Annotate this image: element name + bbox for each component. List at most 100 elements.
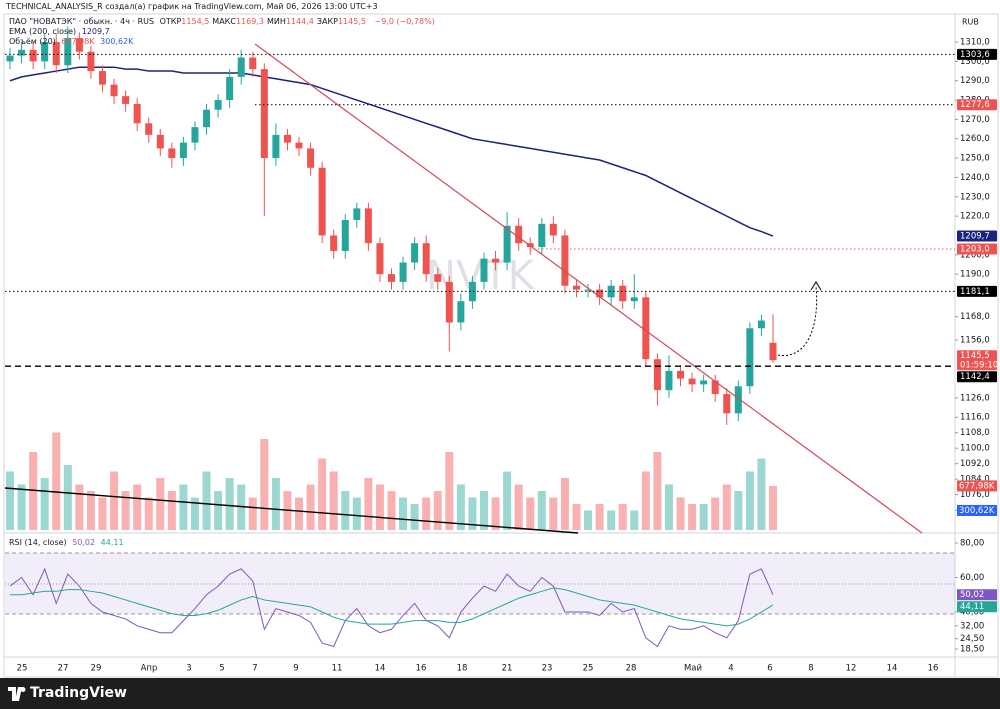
x-tick-label: 27 bbox=[58, 664, 69, 674]
volume-bar bbox=[306, 484, 315, 530]
x-tick-label: 3 bbox=[186, 664, 191, 674]
candle-body bbox=[122, 96, 130, 104]
y-tick-label: 1220,0 bbox=[960, 212, 990, 222]
projection-arrow bbox=[777, 285, 818, 357]
change: −9,0 (−0,78%) bbox=[374, 17, 435, 26]
volume-bar bbox=[121, 491, 130, 530]
y-tick-label: 1092,0 bbox=[960, 459, 990, 469]
candle-body bbox=[41, 42, 49, 62]
candle-body bbox=[237, 57, 245, 77]
volume-bar bbox=[607, 510, 616, 530]
volume-bar bbox=[549, 497, 558, 530]
candle-body bbox=[249, 57, 257, 70]
price-tag-label: 1203,0 bbox=[960, 244, 990, 254]
y-tick-label: 1084,0 bbox=[960, 475, 990, 485]
candle-body bbox=[688, 378, 696, 385]
candle-body bbox=[341, 219, 349, 251]
candle-body bbox=[665, 370, 673, 391]
volume-bar bbox=[757, 458, 766, 530]
volume-bar bbox=[179, 484, 188, 530]
candle-body bbox=[330, 235, 338, 251]
rsi-ma-line bbox=[10, 587, 774, 627]
x-tick-label: 4 bbox=[728, 664, 733, 674]
trend-line bbox=[254, 43, 923, 534]
volume-tag bbox=[957, 480, 997, 492]
x-tick-label: 6 bbox=[767, 664, 772, 674]
candle-body bbox=[376, 243, 384, 275]
y-tick-label: 1250,0 bbox=[960, 154, 990, 164]
x-tick-label: Май bbox=[684, 664, 702, 674]
candle-body bbox=[515, 225, 523, 244]
price-tag bbox=[957, 285, 997, 297]
volume-trend-line bbox=[4, 487, 579, 534]
volume-bar bbox=[202, 471, 211, 530]
rsi-name: RSI (14, close) bbox=[9, 538, 67, 547]
volume-bar bbox=[526, 497, 535, 530]
volume-bar bbox=[745, 471, 754, 530]
ohlc-value: 1154,5 bbox=[181, 17, 210, 26]
x-tick-label: 29 bbox=[91, 664, 102, 674]
arrow-head bbox=[810, 281, 822, 291]
volume-bar bbox=[572, 504, 581, 530]
volume-bar bbox=[699, 504, 708, 530]
rsi-ma-value: 44,11 bbox=[100, 538, 124, 547]
volume-bar bbox=[653, 452, 662, 530]
ohlc-name: МИН bbox=[266, 17, 286, 26]
candle-body bbox=[87, 51, 95, 72]
x-tick-label: 23 bbox=[542, 664, 553, 674]
candle-body bbox=[434, 274, 442, 282]
x-tick-label: 11 bbox=[332, 664, 343, 674]
volume-name: Объём (20) bbox=[9, 37, 56, 46]
ohlc: ОТКР1154,5 МАКС1169,3 МИН1144,4 ЗАКР1145,5 bbox=[160, 17, 369, 26]
x-tick-label: Апр bbox=[141, 664, 158, 674]
candle-body bbox=[179, 142, 187, 159]
candle-body bbox=[272, 134, 280, 159]
volume-bar bbox=[560, 478, 569, 530]
y-tick-label: 1310,0 bbox=[960, 38, 990, 48]
candle-body bbox=[480, 258, 488, 282]
candle-body bbox=[561, 235, 569, 286]
volume-bar bbox=[98, 497, 107, 530]
y-tick-label: 1100,0 bbox=[960, 444, 990, 454]
candle-body bbox=[734, 386, 742, 414]
volume-bar bbox=[271, 478, 280, 530]
candle-body bbox=[677, 370, 685, 379]
volume-bar bbox=[445, 452, 454, 530]
volume-bar bbox=[422, 497, 431, 530]
volume-bar bbox=[190, 497, 199, 530]
x-tick-label: 5 bbox=[219, 664, 224, 674]
candle-body bbox=[64, 38, 72, 66]
y-tick-label: 1126,0 bbox=[960, 393, 990, 403]
candle-body bbox=[757, 320, 765, 329]
volume-bar bbox=[410, 504, 419, 530]
candle-body bbox=[364, 208, 372, 244]
volume-bar bbox=[133, 484, 142, 530]
ohlc-name: ОТКР bbox=[159, 17, 182, 26]
ohlc-name: МАКС bbox=[212, 17, 236, 26]
y-tick-label: 1270,0 bbox=[960, 115, 990, 125]
price-tag bbox=[957, 99, 997, 111]
y-tick-label: 1168,0 bbox=[960, 312, 990, 322]
volume-bar bbox=[711, 497, 720, 530]
price-tag-label: 1181,1 bbox=[960, 287, 990, 297]
candle-body bbox=[503, 225, 511, 263]
candle-body bbox=[445, 281, 453, 323]
volume-bar bbox=[156, 478, 165, 530]
volume-bar bbox=[676, 497, 685, 530]
y-tick-label: 1108,0 bbox=[960, 428, 990, 438]
volume-bar bbox=[110, 471, 119, 530]
volume-bar bbox=[537, 491, 546, 530]
x-tick-label: 8 bbox=[808, 664, 813, 674]
x-tick-label: 25 bbox=[17, 664, 28, 674]
y-tick-label: 1156,0 bbox=[960, 335, 990, 345]
footer: TradingView bbox=[0, 678, 1000, 709]
volume-bar bbox=[75, 484, 84, 530]
volume-bar bbox=[618, 504, 627, 530]
volume-bar bbox=[641, 471, 650, 530]
volume-bar bbox=[479, 491, 488, 530]
y-tick-label: 1076,0 bbox=[960, 490, 990, 500]
candle-body bbox=[711, 380, 719, 395]
candle-body bbox=[226, 76, 234, 101]
price-tag-label: 1142,4 bbox=[960, 372, 990, 382]
symbol: ПАО "НОВАТЭК" · обыкн. · 4ч · RUS bbox=[9, 17, 155, 26]
